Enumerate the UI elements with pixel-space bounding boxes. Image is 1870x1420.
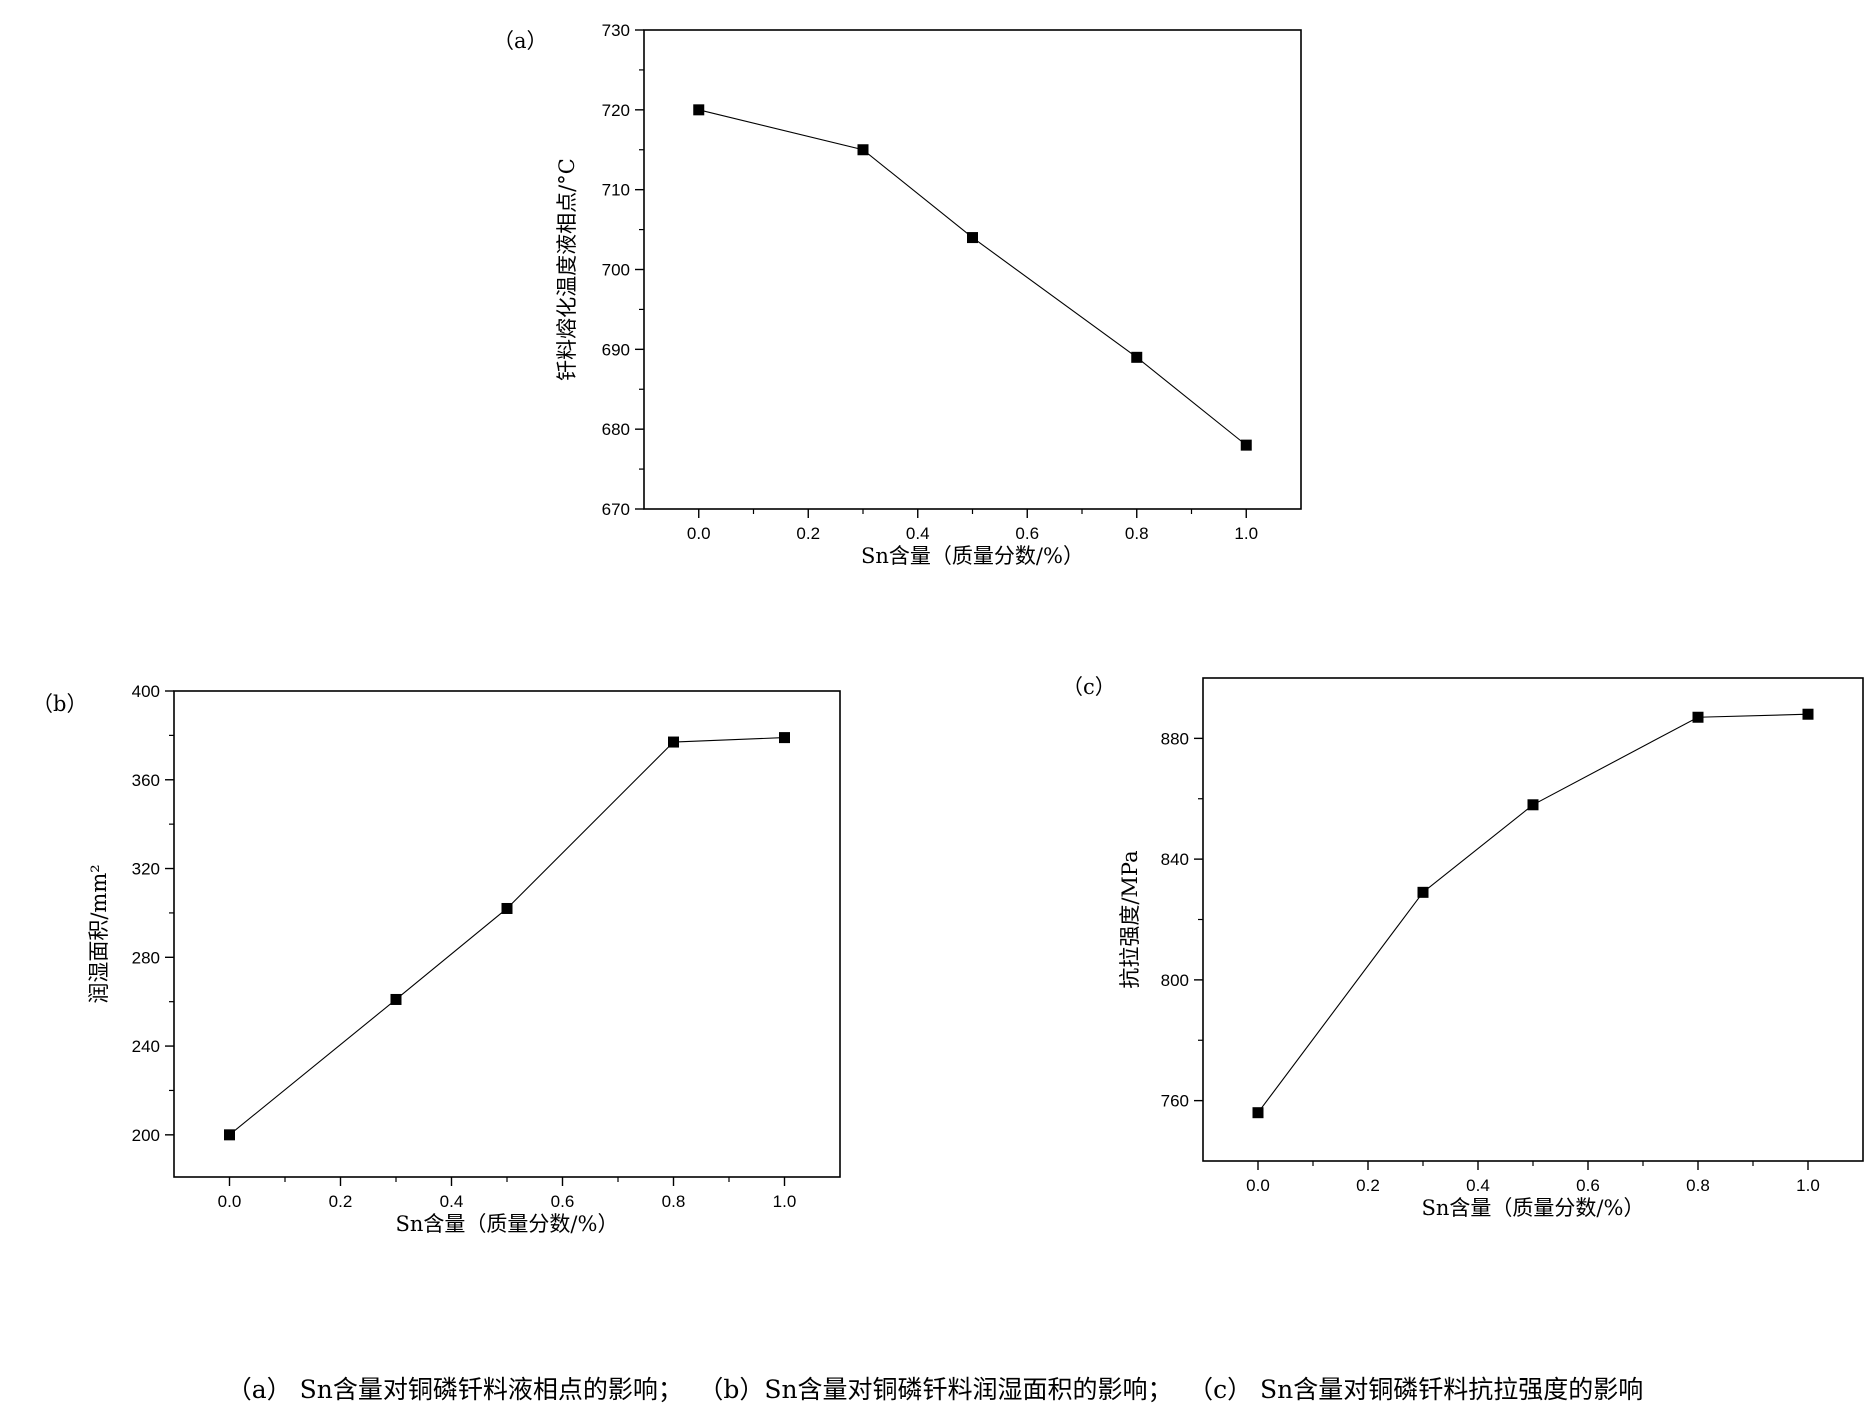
data-point [224, 1129, 235, 1141]
figure-caption: （a） Sn含量对铜磷钎料液相点的影响； （b）Sn含量对铜磷钎料润湿面积的影响；… [0, 1370, 1870, 1406]
chart-c: 0.0 0.2 0.4 0.6 0.8 1.0 760 800 840 880 Sn含量（质量分数/… [1062, 675, 1864, 1220]
panel-label: （c） [1062, 675, 1116, 699]
y-tick-label: 800 [1161, 971, 1189, 990]
x-tick-label: 0.0 [218, 1192, 242, 1211]
y-tick-label: 680 [602, 420, 630, 439]
x-tick-label: 0.8 [1125, 524, 1149, 543]
x-axis-label: Sn含量（质量分数/%） [861, 544, 1084, 568]
y-tick-label: 840 [1161, 850, 1189, 869]
x-axis-label: Sn含量（质量分数/%） [1422, 1196, 1645, 1220]
series-line [229, 737, 785, 1136]
x-tick-label: 0.6 [1576, 1176, 1600, 1195]
plot-frame [173, 690, 841, 1178]
series-line [1257, 713, 1809, 1114]
data-point [1417, 886, 1429, 898]
x-tick-label: 1.0 [773, 1192, 797, 1211]
chart-b: 0.0 0.2 0.4 0.6 0.8 1.0 200 240 280 320 360 400 Sn含量… [32, 682, 841, 1236]
y-axis-label: 润湿面积/mm² [87, 864, 111, 1003]
caption-b: （b）Sn含量对铜磷钎料润湿面积的影响； [710, 1375, 1173, 1404]
x-tick-label: 1.0 [1796, 1176, 1820, 1195]
panel-label: （b） [32, 692, 87, 716]
x-tick-label: 0.4 [440, 1192, 464, 1211]
plot-frame [643, 29, 1302, 510]
x-tick-label: 0.4 [906, 524, 930, 543]
x-axis-label: Sn含量（质量分数/%） [396, 1212, 619, 1236]
y-tick-label: 200 [132, 1126, 160, 1145]
y-tick-label: 400 [132, 682, 160, 701]
y-tick-label: 760 [1161, 1092, 1189, 1111]
series-line [698, 109, 1247, 446]
data-point [693, 104, 705, 116]
y-axis-label: 抗拉强度/MPa [1118, 850, 1142, 988]
data-point [390, 993, 402, 1005]
y-tick-label: 670 [602, 500, 630, 519]
x-tick-label: 0.2 [1356, 1176, 1380, 1195]
y-axis-label: 钎料熔化温度液相点/°C [555, 158, 579, 381]
y-tick-label: 720 [602, 101, 630, 120]
x-tick-label: 0.6 [1015, 524, 1039, 543]
x-tick-label: 0.0 [1246, 1176, 1270, 1195]
data-point [1252, 1107, 1264, 1119]
data-point [1692, 711, 1704, 723]
x-tick-label: 0.2 [796, 524, 820, 543]
chart-a: 0.0 0.2 0.4 0.6 0.8 1.0 670 680 690 700 710 720 730 S… [493, 21, 1302, 568]
x-tick-label: 0.8 [1686, 1176, 1710, 1195]
x-tick-label: 0.4 [1466, 1176, 1490, 1195]
data-point [1240, 439, 1252, 451]
y-tick-label: 240 [132, 1037, 160, 1056]
x-tick-label: 0.2 [329, 1192, 353, 1211]
data-point [967, 232, 978, 244]
data-point [779, 732, 790, 744]
panel-label: （a） [493, 29, 548, 53]
plot-frame [1202, 677, 1864, 1162]
y-tick-label: 700 [602, 261, 630, 280]
y-tick-label: 730 [602, 21, 630, 40]
data-point [1527, 799, 1539, 811]
y-tick-label: 690 [602, 340, 630, 359]
x-tick-label: 0.6 [551, 1192, 575, 1211]
x-tick-label: 1.0 [1234, 524, 1258, 543]
caption-a: （a） Sn含量对铜磷钎料液相点的影响； [226, 1375, 683, 1404]
data-point [1131, 351, 1143, 363]
y-tick-label: 710 [602, 181, 630, 200]
data-point [1802, 708, 1814, 720]
data-point [857, 144, 869, 156]
y-tick-label: 280 [132, 948, 160, 967]
y-tick-label: 360 [132, 771, 160, 790]
data-point [668, 736, 679, 748]
caption-c: （c） Sn含量对铜磷钎料抗拉强度的影响 [1200, 1375, 1644, 1404]
data-point [501, 902, 513, 914]
x-tick-label: 0.0 [687, 524, 711, 543]
x-tick-label: 0.8 [662, 1192, 686, 1211]
y-tick-label: 880 [1161, 729, 1189, 748]
y-tick-label: 320 [132, 860, 160, 879]
